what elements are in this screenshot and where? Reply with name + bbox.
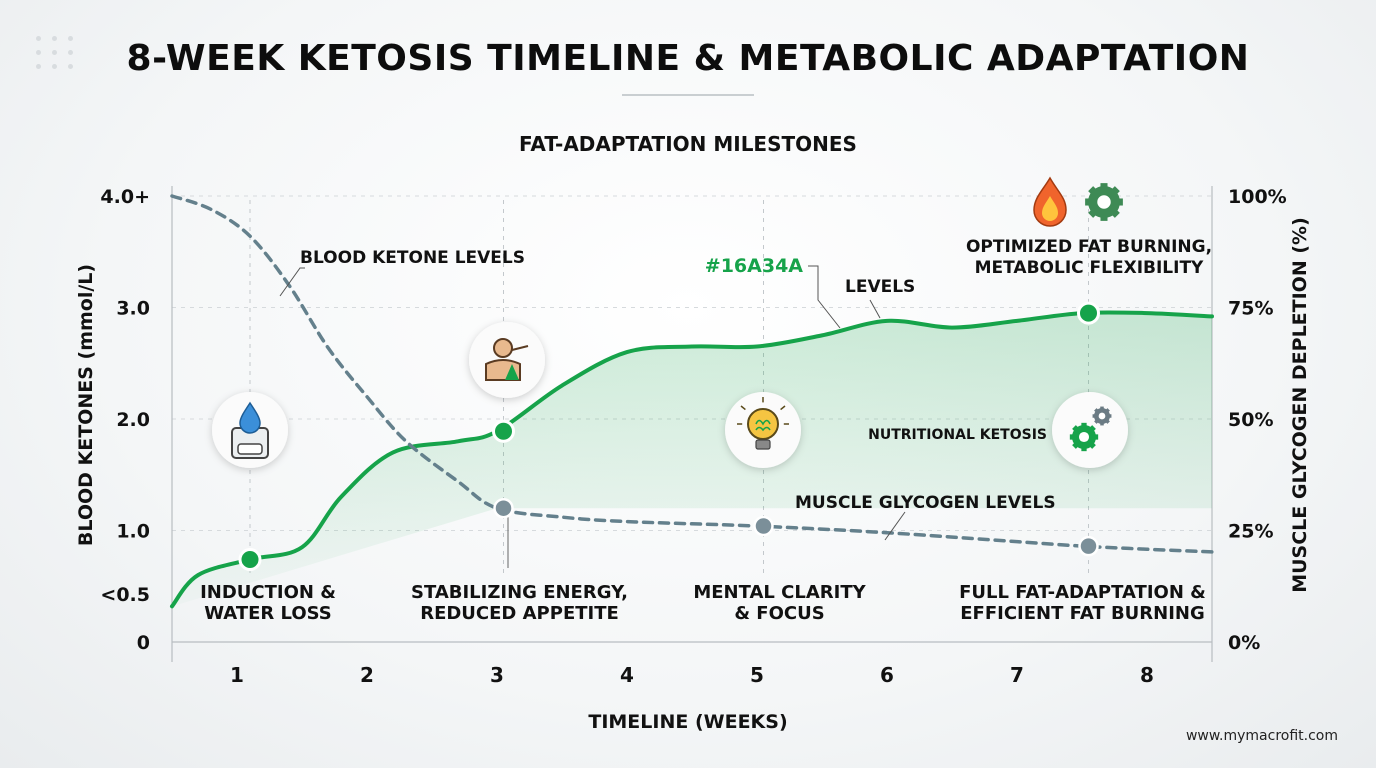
x-tick-label: 7 — [1010, 663, 1024, 687]
title-divider — [622, 94, 754, 96]
water-drop — [239, 401, 261, 434]
y2-axis-label: MUSCLE GLYCOGEN DEPLETION (%) — [1289, 217, 1311, 593]
x-tick-label: 4 — [620, 663, 634, 687]
y-tick-label: 2.0 — [116, 409, 150, 431]
gear-hole — [1078, 431, 1090, 443]
scale-water-drop-icon — [212, 392, 288, 468]
glycogen-marker — [1078, 535, 1099, 557]
ketone-line — [170, 310, 1214, 609]
milestone-label: & FOCUS — [734, 603, 824, 624]
milestone-label: FULL FAT-ADAPTATION & — [959, 582, 1206, 603]
person-eating-icon — [469, 322, 545, 398]
y-tick-label: 0 — [137, 632, 150, 654]
y-tick-label: 1.0 — [116, 521, 150, 543]
y-tick-label: 3.0 — [116, 298, 150, 320]
y2-tick-label: 75% — [1228, 298, 1273, 320]
page-title: 8-WEEK KETOSIS TIMELINE & METABOLIC ADAP… — [126, 38, 1250, 79]
lightbulb-brain-icon — [725, 392, 801, 468]
color-note-label: #16A34A — [705, 255, 804, 277]
milestone-label: EFFICIENT FAT BURNING — [960, 603, 1205, 624]
food-item — [505, 364, 519, 380]
gear-hole — [1097, 195, 1111, 209]
ketone-series-label: BLOOD KETONE LEVELS — [300, 248, 525, 268]
optimized-label: METABOLIC FLEXIBILITY — [975, 258, 1204, 278]
y-axis-label: BLOOD KETONES (mmol/L) — [75, 264, 97, 546]
x-tick-label: 2 — [360, 663, 374, 687]
glycogen-line — [170, 194, 1214, 554]
y2-tick-label: 50% — [1228, 409, 1273, 431]
y2-tick-label: 0% — [1228, 632, 1260, 654]
x-tick-label: 3 — [490, 663, 504, 687]
glycogen-marker — [753, 515, 774, 537]
milestone-label: WATER LOSS — [204, 603, 332, 624]
ketone-area-fill — [172, 312, 1212, 607]
gears-icon — [1052, 392, 1128, 468]
glycogen-label-leader — [884, 511, 906, 541]
glycogen-marker — [493, 497, 514, 519]
glycogen-series-label: MUSCLE GLYCOGEN LEVELS — [795, 493, 1056, 513]
levels-leader — [808, 265, 841, 329]
x-tick-label: 6 — [880, 663, 894, 687]
chart-subtitle: FAT-ADAPTATION MILESTONES — [519, 132, 857, 156]
website-url: www.mymacrofit.com — [1185, 728, 1338, 744]
milestone-label: STABILIZING ENERGY, — [411, 582, 628, 603]
brain-lines — [755, 419, 771, 432]
gear-hole — [1098, 412, 1106, 420]
y-tick-label: 4.0+ — [100, 186, 150, 208]
levels-leader-2 — [869, 299, 881, 319]
person-head — [493, 338, 513, 358]
milestone-label: INDUCTION & — [200, 582, 336, 603]
x-axis-label: TIMELINE (WEEKS) — [588, 711, 787, 733]
ketone-marker — [492, 419, 515, 443]
scale-display — [237, 443, 263, 455]
bulb-ray — [780, 405, 786, 411]
x-tick-label: 8 — [1140, 663, 1154, 687]
fork — [511, 345, 529, 351]
milestone-label: REDUCED APPETITE — [420, 603, 619, 624]
ketone-marker — [1077, 301, 1100, 325]
ketone-label-leader — [279, 267, 305, 297]
y2-tick-label: 100% — [1228, 186, 1287, 208]
ketone-marker — [238, 547, 262, 571]
settings-gear-icon — [1085, 183, 1123, 221]
optimized-label: OPTIMIZED FAT BURNING, — [966, 237, 1212, 257]
flame-inner — [1042, 196, 1058, 221]
y-tick-label: <0.5 — [100, 584, 150, 606]
x-tick-label: 5 — [750, 663, 764, 687]
bulb-base — [755, 439, 771, 450]
x-tick-label: 1 — [230, 663, 244, 687]
nutritional-ketosis-label: NUTRITIONAL KETOSIS — [868, 427, 1047, 443]
y2-tick-label: 25% — [1228, 521, 1273, 543]
levels-label: LEVELS — [845, 277, 915, 297]
flame-icon — [1033, 176, 1067, 227]
bulb-ray — [740, 405, 746, 411]
milestone-label: MENTAL CLARITY — [693, 582, 866, 603]
